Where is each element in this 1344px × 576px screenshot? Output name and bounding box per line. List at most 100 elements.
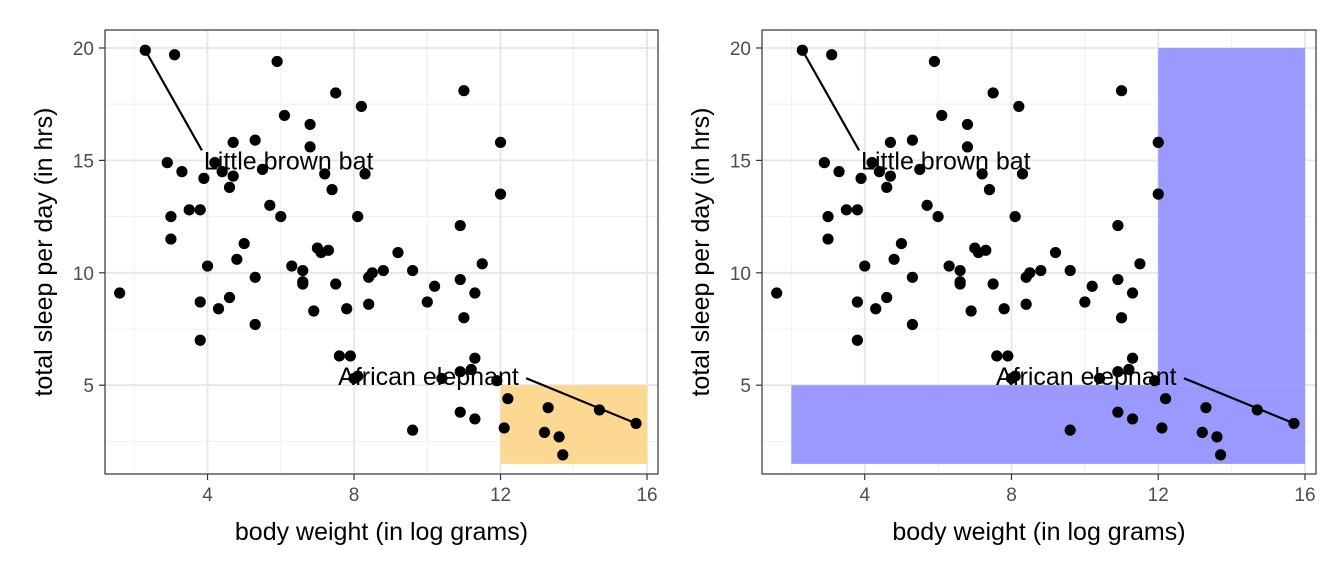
- data-point: [851, 334, 863, 346]
- data-point: [231, 253, 243, 265]
- data-point: [943, 260, 955, 272]
- data-point: [333, 350, 345, 362]
- data-point: [308, 305, 320, 317]
- annotation-label: Little brown bat: [204, 147, 374, 175]
- data-point: [936, 109, 948, 122]
- data-point: [278, 109, 291, 122]
- data-point: [538, 426, 551, 439]
- data-point: [330, 87, 342, 99]
- data-point: [914, 163, 926, 175]
- data-point: [249, 318, 261, 331]
- data-point: [359, 168, 371, 180]
- data-point: [165, 233, 177, 245]
- data-point: [884, 136, 897, 149]
- data-point: [1196, 426, 1208, 439]
- data-point: [1064, 424, 1076, 436]
- data-point: [212, 303, 225, 315]
- data-point: [436, 372, 448, 385]
- y-tick-label: 15: [73, 151, 94, 172]
- y-tick-label: 10: [730, 264, 751, 285]
- data-point: [194, 204, 206, 216]
- y-tick-label: 20: [73, 39, 94, 60]
- data-point: [991, 350, 1003, 362]
- data-point: [454, 219, 466, 232]
- data-point: [895, 237, 908, 250]
- left-panel: Little brown bat African elephant 4 8 12 16 5 1…: [30, 29, 659, 546]
- data-point: [542, 402, 554, 414]
- data-point: [1013, 100, 1025, 113]
- y-axis-title: total sleep per day (in hrs): [30, 107, 58, 396]
- data-point: [227, 136, 239, 149]
- data-point: [1115, 85, 1128, 97]
- data-point: [822, 233, 834, 245]
- data-point: [954, 276, 966, 288]
- data-point: [238, 237, 250, 250]
- data-point: [1112, 366, 1124, 378]
- data-point: [1126, 287, 1139, 299]
- data-point: [1064, 264, 1076, 277]
- data-point: [906, 134, 919, 146]
- data-point: [866, 157, 878, 169]
- data-point: [491, 375, 503, 387]
- data-point: [1115, 312, 1128, 324]
- data-point: [256, 163, 269, 175]
- data-point: [557, 449, 569, 461]
- data-point: [366, 267, 378, 279]
- x-tick-label: 4: [202, 485, 213, 506]
- data-point: [223, 181, 236, 193]
- data-point: [1112, 273, 1124, 286]
- data-point: [1020, 298, 1032, 310]
- data-point: [454, 406, 466, 418]
- data-point: [494, 136, 507, 149]
- data-point: [884, 170, 897, 182]
- data-point: [1134, 258, 1146, 270]
- data-point: [392, 246, 404, 259]
- data-point: [818, 157, 830, 169]
- x-axis-title: body weight (in log grams): [235, 518, 528, 546]
- data-point: [249, 134, 261, 146]
- data-point: [194, 296, 206, 308]
- data-point: [494, 188, 507, 200]
- data-point: [1126, 352, 1139, 364]
- annotation-label: African elephant: [338, 363, 519, 391]
- data-point: [454, 366, 466, 378]
- y-axis-title: total sleep per day (in hrs): [687, 107, 715, 396]
- data-point: [851, 204, 863, 216]
- data-point: [227, 170, 239, 182]
- data-point: [855, 172, 867, 184]
- data-point: [498, 422, 510, 434]
- data-point: [114, 287, 126, 299]
- data-point: [502, 393, 514, 405]
- annotation-label: Little brown bat: [861, 147, 1031, 175]
- data-point: [363, 298, 375, 310]
- data-point: [976, 168, 988, 180]
- data-point: [822, 210, 834, 223]
- annotation-leader-line: [1183, 377, 1295, 425]
- annotation-label: African elephant: [996, 363, 1177, 391]
- x-axis-title: body weight (in log grams): [892, 518, 1185, 546]
- data-point: [888, 253, 900, 265]
- data-point: [1002, 350, 1014, 362]
- data-point: [1126, 413, 1139, 425]
- data-point: [201, 260, 214, 272]
- data-point: [881, 181, 893, 193]
- data-point: [216, 166, 228, 178]
- data-point: [1152, 188, 1164, 200]
- data-point: [1009, 370, 1021, 382]
- data-point: [1152, 136, 1164, 149]
- x-tick-label: 12: [1148, 485, 1169, 506]
- data-point: [921, 199, 933, 211]
- data-point: [1112, 406, 1124, 418]
- data-point: [840, 204, 852, 216]
- data-point: [377, 264, 389, 277]
- data-point: [998, 303, 1010, 315]
- data-point: [553, 431, 565, 443]
- data-point: [833, 166, 845, 178]
- data-point: [223, 291, 236, 304]
- data-point: [249, 271, 261, 283]
- data-point: [454, 273, 466, 286]
- x-tick-label: 8: [1006, 485, 1017, 506]
- right-panel: Little brown bat African elephant 4 8 12 16 5 1…: [687, 29, 1317, 546]
- data-point: [352, 210, 364, 223]
